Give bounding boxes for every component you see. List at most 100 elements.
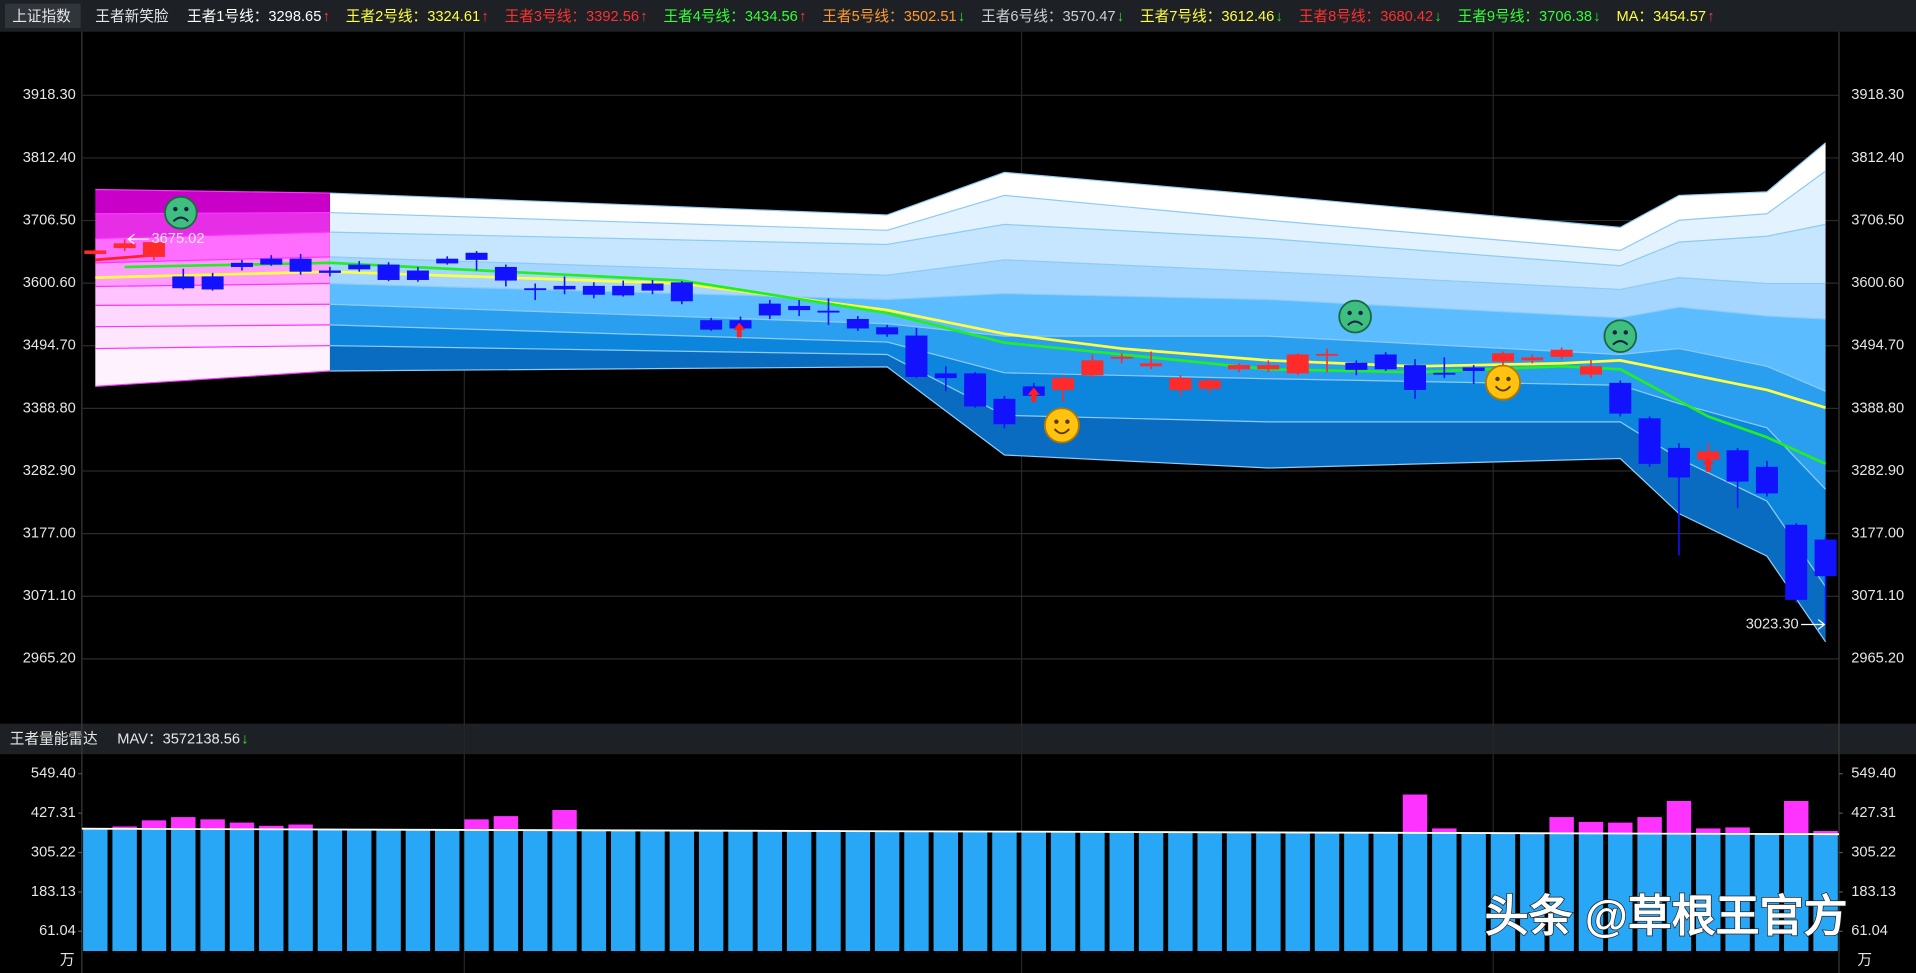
- volume-bar: [1754, 834, 1780, 951]
- candle-body: [817, 310, 840, 313]
- y-tick-label: 3812.40: [23, 150, 76, 166]
- volume-bar-excess: [259, 825, 284, 830]
- volume-bar: [1344, 832, 1369, 951]
- volume-title: 王者量能雷达: [10, 730, 98, 747]
- volume-header-bar: [0, 723, 1916, 755]
- y-tick-label-right: 2965.20: [1851, 651, 1904, 667]
- volume-bar-excess: [1549, 817, 1574, 834]
- annotation: 3023.30: [1746, 616, 1799, 632]
- sad-face: [164, 195, 198, 230]
- y-tick-label: 3388.80: [23, 400, 76, 416]
- index-box[interactable]: [4, 3, 81, 29]
- y-tick-label-right: 3494.70: [1851, 338, 1904, 354]
- volume-bar: [845, 831, 871, 951]
- volume-average-line: [81, 827, 1840, 836]
- candle-body: [1667, 447, 1690, 478]
- candle-body: [1697, 451, 1720, 460]
- y-tick-label-right: 427.31: [1851, 805, 1896, 821]
- volume-bar: [317, 829, 343, 951]
- volume-bar: [141, 828, 167, 951]
- header-arrow: ↓: [1593, 9, 1600, 25]
- volume-bar-excess: [1725, 827, 1750, 834]
- band-fill-highlight: [95, 283, 330, 306]
- header-arrow: ↓: [958, 9, 965, 25]
- y-tick-label-right: 3282.90: [1851, 463, 1904, 479]
- y-tick-label-right: 305.22: [1851, 844, 1896, 860]
- candle-body: [1521, 357, 1544, 361]
- y-tick-label: 183.13: [31, 884, 76, 900]
- volume-bar: [698, 830, 724, 951]
- volume-bar: [288, 829, 313, 951]
- candle-body: [1433, 372, 1456, 375]
- volume-bar: [1637, 833, 1662, 951]
- candle-body: [553, 285, 576, 290]
- candle-body: [113, 243, 136, 249]
- annotation: 3675.02: [152, 231, 205, 247]
- header-arrow: ↓: [1434, 9, 1441, 25]
- mav-text: MAV：3572138.56: [117, 731, 240, 747]
- volume-bar: [1490, 833, 1516, 951]
- candle-body: [1374, 354, 1397, 370]
- candle-body: [1579, 366, 1602, 375]
- candle-body: [260, 258, 283, 265]
- band-fill: [329, 283, 1826, 392]
- happy-face: [1484, 364, 1522, 401]
- header-item: 王者1号线：3298.65: [187, 8, 321, 25]
- volume-bar: [112, 828, 137, 951]
- volume-bar: [1696, 833, 1721, 951]
- watermark: 头条 @草根王官方: [1485, 892, 1848, 941]
- candle-body: [1257, 365, 1280, 370]
- index-name[interactable]: 上证指数: [12, 8, 71, 25]
- band-line: [329, 303, 1826, 392]
- volume-bar: [1021, 831, 1046, 951]
- y-tick-label: 3282.90: [23, 463, 76, 479]
- candle-body: [230, 262, 253, 267]
- volume-bar-excess: [1784, 800, 1809, 835]
- y-tick-label: 3177.00: [23, 525, 76, 541]
- y-tick-label-right: 3071.10: [1851, 588, 1904, 604]
- volume-bar: [347, 829, 372, 951]
- header-bar: [0, 0, 1916, 32]
- volume-bar: [1784, 834, 1809, 951]
- band-line: [329, 256, 1826, 291]
- volume-plot: 61.04 61.04 183.13 183.13 305.22 305.22 427.31…: [31, 766, 1896, 951]
- volume-bar: [1461, 833, 1486, 951]
- volume-bar: [816, 831, 841, 951]
- volume-bar: [1138, 832, 1164, 951]
- volume-bar: [874, 831, 900, 951]
- volume-bar: [171, 828, 196, 951]
- candle-body: [934, 373, 957, 379]
- band-fill: [329, 171, 1826, 266]
- sad-face: [1338, 299, 1372, 334]
- annotation-arrow: [1801, 619, 1826, 630]
- candle-body: [876, 327, 899, 335]
- volume-bar-excess: [493, 816, 519, 831]
- buy-arrow: [733, 322, 746, 338]
- header-arrow: ↑: [640, 9, 647, 25]
- y-tick-label-right: 3177.00: [1851, 525, 1904, 541]
- volume-bar: [493, 830, 519, 951]
- volume-bar: [669, 830, 695, 951]
- volume-bar: [1725, 833, 1750, 951]
- header-item: 王者6号线：3570.47: [981, 8, 1115, 25]
- volume-bar-excess: [1608, 822, 1633, 834]
- frame: [81, 31, 1840, 973]
- candle-body: [758, 303, 781, 316]
- header-item: 王者9号线：3706.38: [1458, 8, 1592, 25]
- candle-body: [1345, 362, 1368, 370]
- candle-body: [494, 266, 517, 281]
- header-items: 王者1号线：3298.65 ↑ 王者2号线：3324.61 ↑ 王者3号线：3392.5…: [187, 8, 1715, 25]
- y-tick-label: 61.04: [39, 923, 76, 939]
- header-arrow: ↑: [323, 9, 330, 25]
- indicator-name[interactable]: 王者新笑脸: [95, 8, 169, 25]
- band-line: [329, 223, 1826, 267]
- band-line: [329, 170, 1826, 252]
- volume-bar: [992, 831, 1017, 951]
- candle-body: [641, 283, 664, 291]
- volume-bar-excess: [1696, 828, 1721, 834]
- y-tick-label-right: 61.04: [1851, 923, 1888, 939]
- candle-body: [1755, 466, 1778, 494]
- candle-body: [700, 320, 723, 330]
- volume-bar-excess: [1637, 817, 1662, 834]
